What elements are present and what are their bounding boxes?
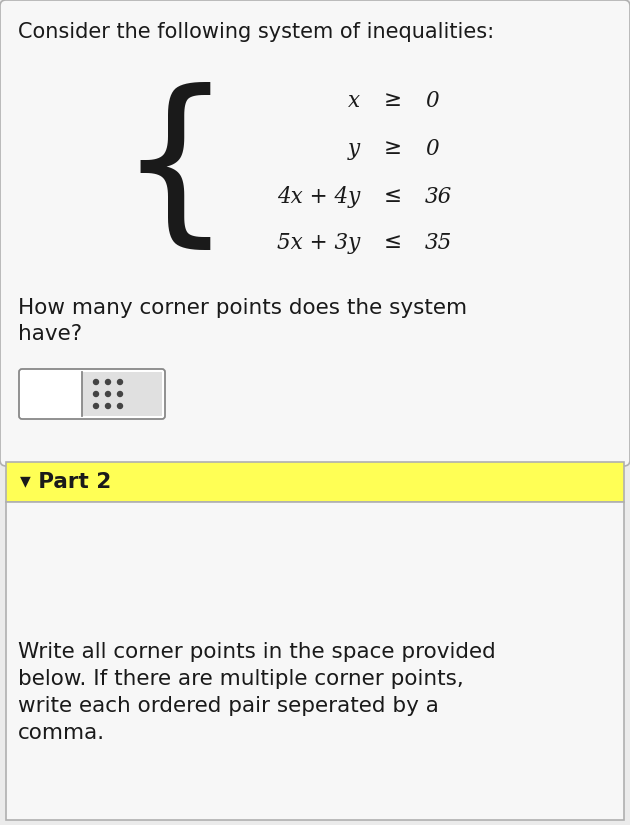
Circle shape [105,403,110,408]
Circle shape [105,392,110,397]
Text: y: y [348,138,360,160]
Bar [6,502,624,820]
FancyBboxPatch shape [0,0,630,466]
Text: ▾ Part 2: ▾ Part 2 [20,472,112,492]
Text: 0: 0 [425,90,438,112]
Text: ≤: ≤ [384,186,402,206]
Circle shape [118,403,122,408]
Text: 35: 35 [425,232,452,254]
Text: below. If there are multiple corner points,: below. If there are multiple corner poin… [18,669,464,689]
Bar [6,462,624,502]
Circle shape [93,380,98,384]
Circle shape [105,380,110,384]
Text: 36: 36 [425,186,452,208]
Text: ≤: ≤ [384,232,402,252]
Circle shape [93,392,98,397]
Text: have?: have? [18,324,82,344]
Text: write each ordered pair seperated by a: write each ordered pair seperated by a [18,696,439,716]
Text: comma.: comma. [18,723,105,743]
Text: {: { [118,82,232,258]
Circle shape [93,403,98,408]
Text: Write all corner points in the space provided: Write all corner points in the space pro… [18,642,496,662]
Text: 0: 0 [425,138,438,160]
Text: x: x [348,90,360,112]
Text: Consider the following system of inequalities:: Consider the following system of inequal… [18,22,494,42]
Text: 5x + 3y: 5x + 3y [277,232,360,254]
Text: ≥: ≥ [384,90,402,110]
FancyBboxPatch shape [19,369,165,419]
Text: 4x + 4y: 4x + 4y [277,186,360,208]
Bar [82,372,162,416]
Text: How many corner points does the system: How many corner points does the system [18,298,467,318]
Circle shape [118,392,122,397]
Text: ≥: ≥ [384,138,402,158]
Circle shape [118,380,122,384]
